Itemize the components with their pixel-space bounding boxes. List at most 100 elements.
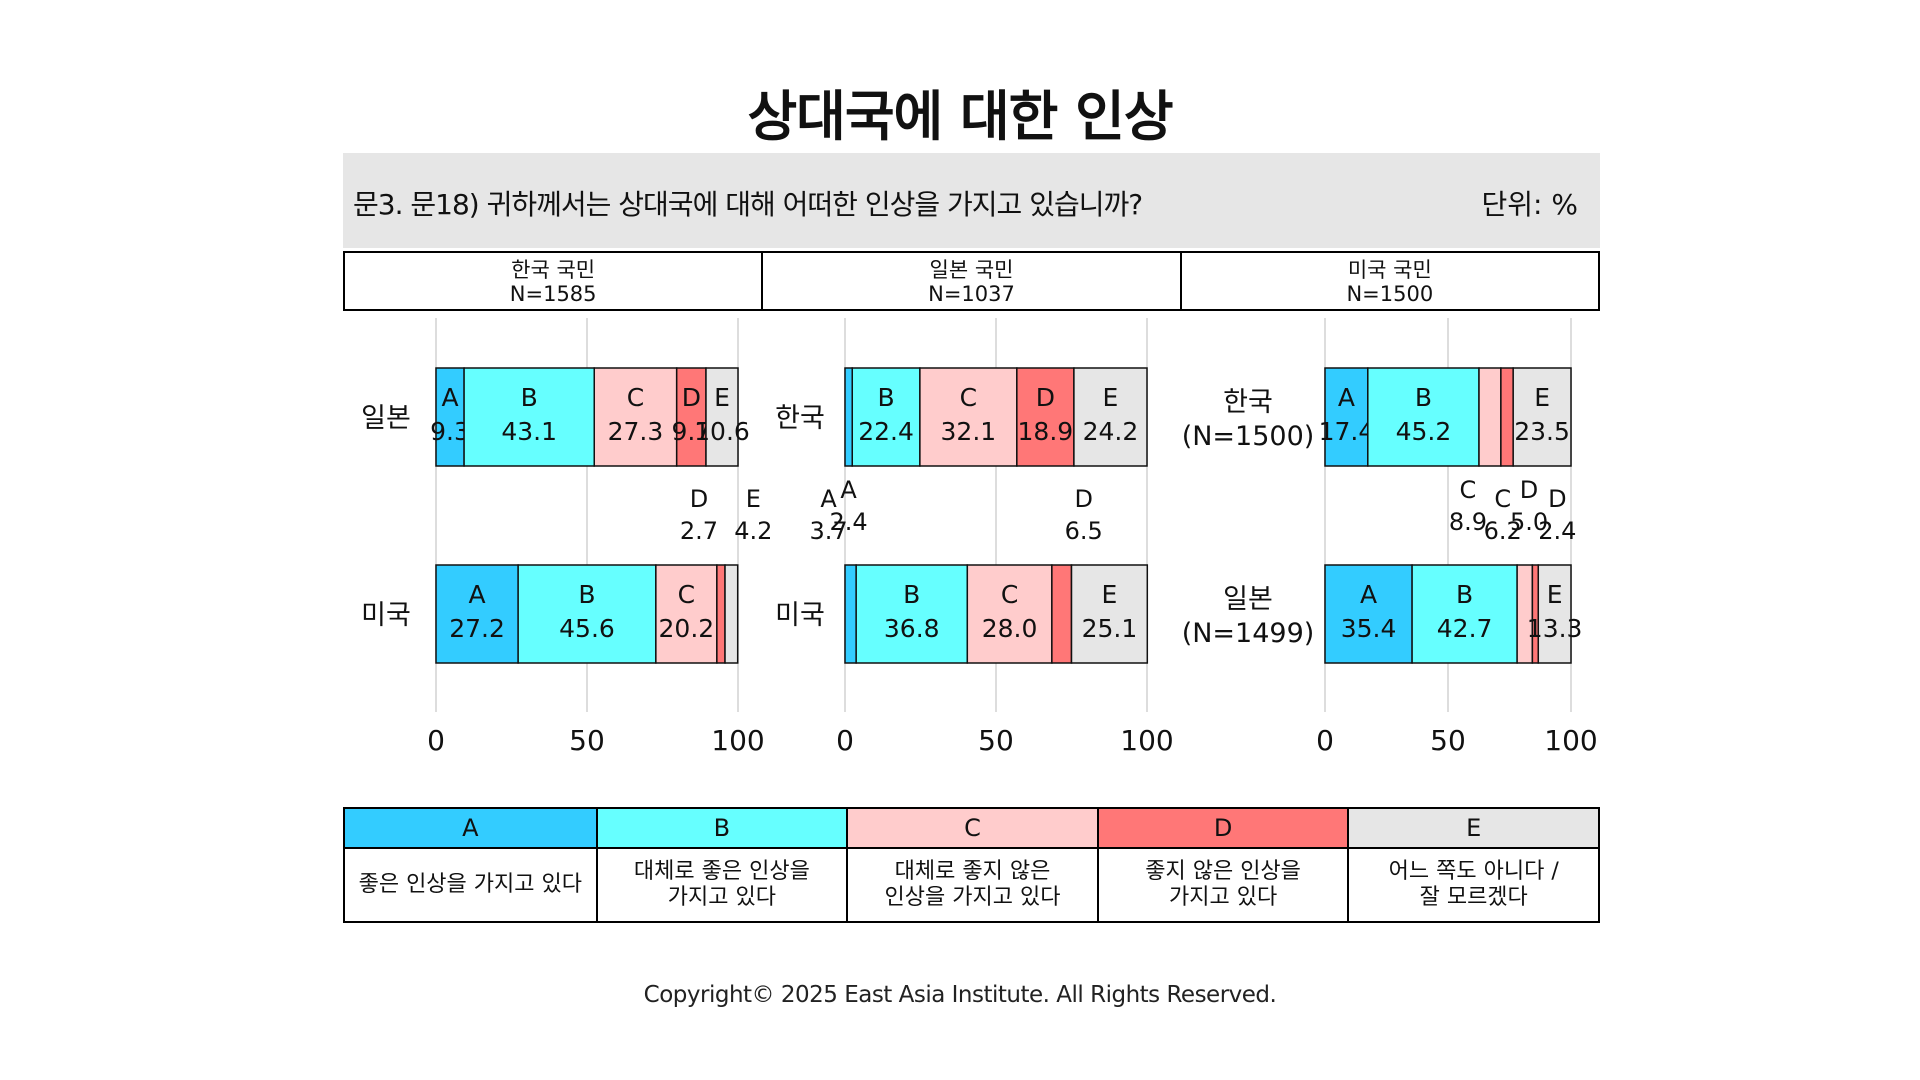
segment-value-label: 6.5 (1065, 517, 1103, 545)
segment-key-label: A (441, 383, 458, 412)
segment-key-label: E (1534, 383, 1550, 412)
segment-value-label: 5.0 (1510, 508, 1548, 536)
segment-key-label: C (1001, 580, 1018, 609)
segment-value-label: 17.4 (1319, 417, 1375, 446)
bar-segment-b (855, 564, 969, 664)
bar-segment-b (851, 367, 921, 467)
bar-segment-a (844, 564, 857, 664)
category-label: 한국 (775, 403, 825, 434)
segment-key-label: D (1548, 485, 1566, 513)
segment-value-label: 9.7 (671, 417, 711, 446)
legend-desc-e: 어느 쪽도 아니다 / 잘 모르겠다 (1347, 849, 1598, 921)
segment-value-label: 28.0 (982, 614, 1038, 643)
bar-segment-d (1016, 367, 1075, 467)
legend-desc-c: 대체로 좋지 않은 인상을 가지고 있다 (846, 849, 1097, 921)
segment-key-label: E (714, 383, 730, 412)
segment-key-label: D (690, 485, 708, 513)
question-bar: 문3. 문18) 귀하께서는 상대국에 대해 어떠한 인상을 가지고 있습니까?… (343, 153, 1600, 248)
segment-key-label: C (960, 383, 977, 412)
segment-value-label: 25.1 (1082, 614, 1138, 643)
category-label: 일본 (361, 403, 411, 434)
bar-segment-d (716, 564, 726, 664)
bar-segment-a (1324, 367, 1369, 467)
segment-value-label: 27.2 (449, 614, 505, 643)
panel-n-label: N=1037 (928, 282, 1015, 306)
segment-key-label: B (903, 580, 920, 609)
bar-segment-c (593, 367, 678, 467)
bar-segment-b (1367, 367, 1480, 467)
bar-segment-a (1324, 564, 1413, 664)
page-title: 상대국에 대한 인상 (747, 85, 1173, 148)
panel-group-label: 미국 국민 (1347, 258, 1432, 282)
segment-key-label: B (1456, 580, 1473, 609)
segment-key-label: A (469, 580, 486, 609)
segment-value-label: 43.1 (501, 417, 557, 446)
bar-segment-c (966, 564, 1053, 664)
segment-value-label: 4.2 (734, 517, 772, 545)
segment-key-label: E (1547, 580, 1563, 609)
segment-key-label: C (678, 580, 695, 609)
segment-value-label: 24.2 (1083, 417, 1139, 446)
bar-segment-e (1073, 367, 1148, 467)
segment-key-label: B (578, 580, 595, 609)
bar-segment-b (517, 564, 657, 664)
panel-group-label: 일본 국민 (929, 258, 1014, 282)
panel-header-japan: 일본 국민 N=1037 (761, 253, 1179, 309)
bar-segment-a (844, 367, 853, 467)
legend-key-c: C (846, 809, 1097, 849)
bar-segment-b (1411, 564, 1518, 664)
segment-value-label: 36.8 (884, 614, 940, 643)
segment-value-label: 22.4 (858, 417, 914, 446)
segment-value-label: 20.2 (659, 614, 715, 643)
x-tick-label: 50 (1430, 724, 1466, 757)
legend-key-a: A (345, 809, 596, 849)
segment-key-label: C (1460, 476, 1477, 504)
segment-key-label: D (1520, 476, 1538, 504)
segment-key-label: A (840, 476, 857, 504)
segment-key-label: D (1074, 485, 1092, 513)
x-tick-label: 100 (1120, 724, 1173, 757)
segment-key-label: D (1036, 383, 1055, 412)
bar-segment-e (705, 367, 739, 467)
panel-group-label: 한국 국민 (511, 258, 596, 282)
legend-key-e: E (1347, 809, 1598, 849)
segment-key-label: E (1103, 383, 1119, 412)
segment-key-label: E (1102, 580, 1118, 609)
segment-key-label: B (521, 383, 538, 412)
x-tick-label: 0 (427, 724, 445, 757)
category-label: (N=1500) (1182, 421, 1315, 452)
bar-segment-a (435, 367, 465, 467)
panel-headers: 한국 국민 N=1585 일본 국민 N=1037 미국 국민 N=1500 (343, 251, 1600, 311)
x-tick-label: 0 (1316, 724, 1334, 757)
segment-key-label: B (877, 383, 894, 412)
segment-value-label: 23.5 (1514, 417, 1570, 446)
bar-segment-e (1512, 367, 1572, 467)
category-label: 일본 (1223, 584, 1273, 615)
panel-header-korea: 한국 국민 N=1585 (345, 253, 761, 309)
legend-key-b: B (595, 809, 847, 849)
segment-value-label: 35.4 (1341, 614, 1397, 643)
segment-key-label: B (1415, 383, 1432, 412)
segment-key-label: A (1338, 383, 1355, 412)
segment-value-label: 2.7 (680, 517, 718, 545)
copyright-text: Copyright© 2025 East Asia Institute. All… (643, 982, 1277, 1008)
segment-value-label: 6.2 (1484, 517, 1522, 545)
legend-desc-d: 좋지 않은 인상을 가지고 있다 (1096, 849, 1348, 921)
stacked-bar-charts: 0 50 100일본A9.3B43.1C27.3D9.7E10.6미국A27.2B4… (361, 318, 1598, 757)
segment-key-label: D (682, 383, 701, 412)
unit-label: 단위: % (1481, 188, 1578, 221)
legend-desc-b: 대체로 좋은 인상을 가지고 있다 (595, 849, 847, 921)
bar-segment-d (1500, 367, 1514, 467)
segment-value-label: 32.1 (941, 417, 997, 446)
x-tick-label: 0 (836, 724, 854, 757)
segment-value-label: 45.6 (559, 614, 615, 643)
segment-key-label: C (627, 383, 644, 412)
segment-value-label: 8.9 (1449, 508, 1487, 536)
category-label: 한국 (1223, 387, 1273, 418)
segment-value-label: 27.3 (608, 417, 664, 446)
segment-value-label: 9.3 (430, 417, 470, 446)
bar-segment-d (675, 367, 707, 467)
segment-value-label: 45.2 (1396, 417, 1452, 446)
category-label: 미국 (361, 600, 411, 631)
segment-key-label: A (1360, 580, 1377, 609)
